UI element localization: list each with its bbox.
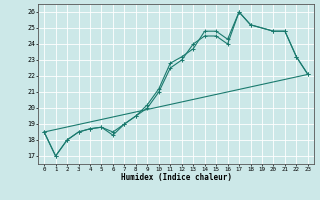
X-axis label: Humidex (Indice chaleur): Humidex (Indice chaleur) [121,173,231,182]
